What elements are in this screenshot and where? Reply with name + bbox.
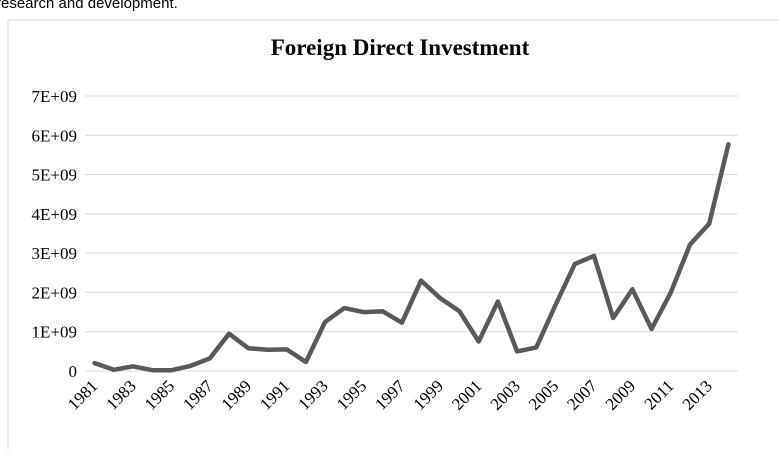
- y-tick-label: 6E+09: [32, 126, 77, 145]
- x-tick-label: 1997: [371, 376, 409, 414]
- y-tick-label: 1E+09: [32, 323, 77, 342]
- x-tick-label: 2005: [525, 376, 562, 413]
- x-tick-label: 1983: [102, 376, 139, 413]
- x-tick-label: 2003: [486, 376, 523, 413]
- chart-frame: [7, 19, 779, 455]
- x-tick-label: 1993: [294, 376, 331, 413]
- line-series: [92, 142, 731, 373]
- x-tick-label: 1985: [141, 376, 178, 413]
- x-tick-label: 1991: [256, 376, 293, 413]
- x-tick-label: 2001: [448, 376, 485, 413]
- x-tick-label: 2007: [563, 376, 601, 414]
- x-tick-label: 2009: [602, 376, 639, 413]
- x-tick-label: 2013: [679, 376, 716, 413]
- x-tick-label: 1989: [218, 376, 255, 413]
- x-tick-label: 2011: [641, 376, 678, 413]
- y-tick-label: 0: [69, 362, 78, 381]
- chart-title: Foreign Direct Investment: [271, 35, 530, 60]
- y-tick-label: 3E+09: [32, 244, 77, 263]
- y-tick-label: 5E+09: [32, 166, 77, 185]
- x-tick-label: 1981: [64, 376, 101, 413]
- x-tick-label: 1999: [410, 376, 447, 413]
- y-tick-label: 4E+09: [32, 205, 77, 224]
- y-tick-label: 2E+09: [32, 283, 77, 302]
- page-text: research and development.: [0, 0, 178, 12]
- x-tick-label: 1995: [333, 376, 370, 413]
- y-tick-label: 7E+09: [32, 87, 77, 106]
- x-tick-label: 1987: [179, 376, 217, 414]
